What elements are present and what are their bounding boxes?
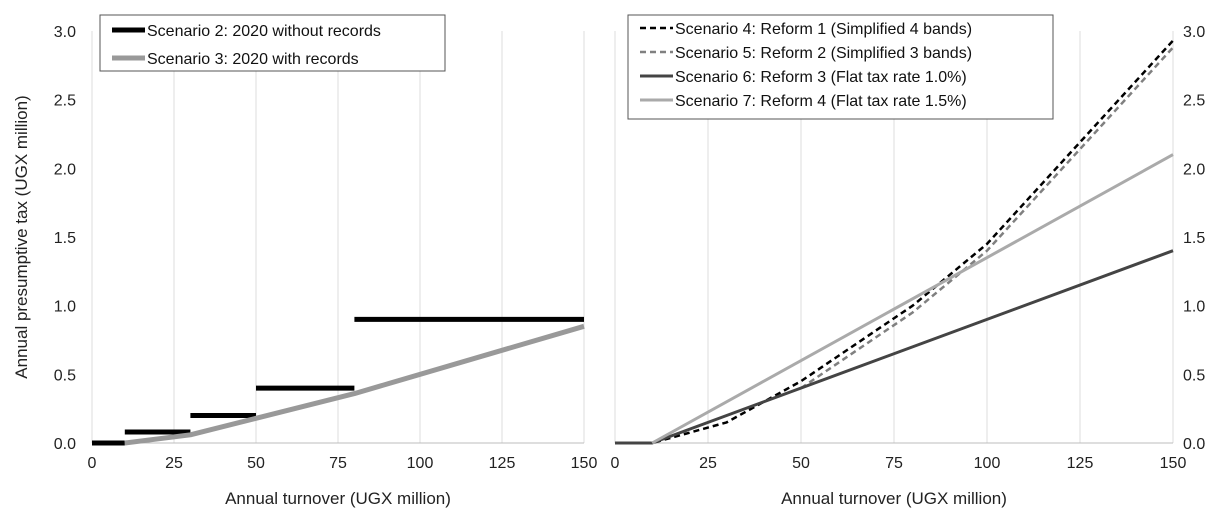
series-line-2 xyxy=(124,323,585,446)
y-tick-label: 2.5 xyxy=(1183,93,1205,110)
y-tick-label: 2.5 xyxy=(54,93,76,110)
y-tick-label: 3.0 xyxy=(1183,24,1205,41)
y-tick-label: 0.0 xyxy=(54,436,76,453)
x-tick-label: 125 xyxy=(1067,455,1094,472)
y-tick-label: 0.0 xyxy=(1183,436,1205,453)
x-tick-label: 25 xyxy=(165,455,183,472)
y-tick-label: 2.0 xyxy=(54,161,76,178)
legend-box xyxy=(99,14,446,72)
legend-entry: Scenario 5: Reform 2 (Simplified 3 bands… xyxy=(675,45,972,62)
legend-entry: Scenario 6: Reform 3 (Flat tax rate 1.0%… xyxy=(675,69,967,86)
x-tick-label: 0 xyxy=(88,455,97,472)
legend-entry: Scenario 7: Reform 4 (Flat tax rate 1.5%… xyxy=(675,93,967,110)
legend-entry: Scenario 4: Reform 1 (Simplified 4 bands… xyxy=(675,21,972,38)
y-tick-label: 3.0 xyxy=(54,24,76,41)
x-axis-title: Annual turnover (UGX million) xyxy=(225,489,451,508)
y-tick-label: 1.0 xyxy=(54,299,76,316)
series-line-4 xyxy=(651,153,1174,445)
legend-box xyxy=(627,14,1054,120)
x-tick-label: 150 xyxy=(1160,455,1187,472)
x-tick-label: 25 xyxy=(699,455,717,472)
x-tick-label: 100 xyxy=(974,455,1001,472)
legend-entry: Scenario 2: 2020 without records xyxy=(147,23,381,40)
x-tick-label: 50 xyxy=(792,455,810,472)
series-line-2 xyxy=(800,46,1174,390)
x-tick-label: 100 xyxy=(407,455,434,472)
x-tick-label: 125 xyxy=(489,455,516,472)
y-tick-label: 1.5 xyxy=(1183,230,1205,247)
y-tick-label: 1.0 xyxy=(1183,299,1205,316)
y-axis-title: Annual presumptive tax (UGX million) xyxy=(12,95,31,378)
x-tick-label: 0 xyxy=(611,455,620,472)
chart-panel-1: 0 25 50 75 100 125 150 0.0 0.5 1.0 1.5 2.0 2.5 3.0 Ann… xyxy=(54,14,598,508)
x-axis-title: Annual turnover (UGX million) xyxy=(781,489,1007,508)
x-tick-label: 150 xyxy=(571,455,598,472)
y-tick-label: 0.5 xyxy=(1183,367,1205,384)
y-tick-label: 2.0 xyxy=(1183,161,1205,178)
x-tick-label: 75 xyxy=(885,455,903,472)
y-tick-label: 1.5 xyxy=(54,230,76,247)
y-tick-label: 0.5 xyxy=(54,367,76,384)
chart-panel-2: 0 25 50 75 100 125 150 0.0 0.5 1.0 1.5 2.0 2.5 3.0 Ann… xyxy=(611,14,1205,508)
legend-entry: Scenario 3: 2020 with records xyxy=(147,51,359,68)
x-tick-label: 75 xyxy=(329,455,347,472)
x-tick-label: 50 xyxy=(247,455,265,472)
series-line-1 xyxy=(615,39,1174,445)
